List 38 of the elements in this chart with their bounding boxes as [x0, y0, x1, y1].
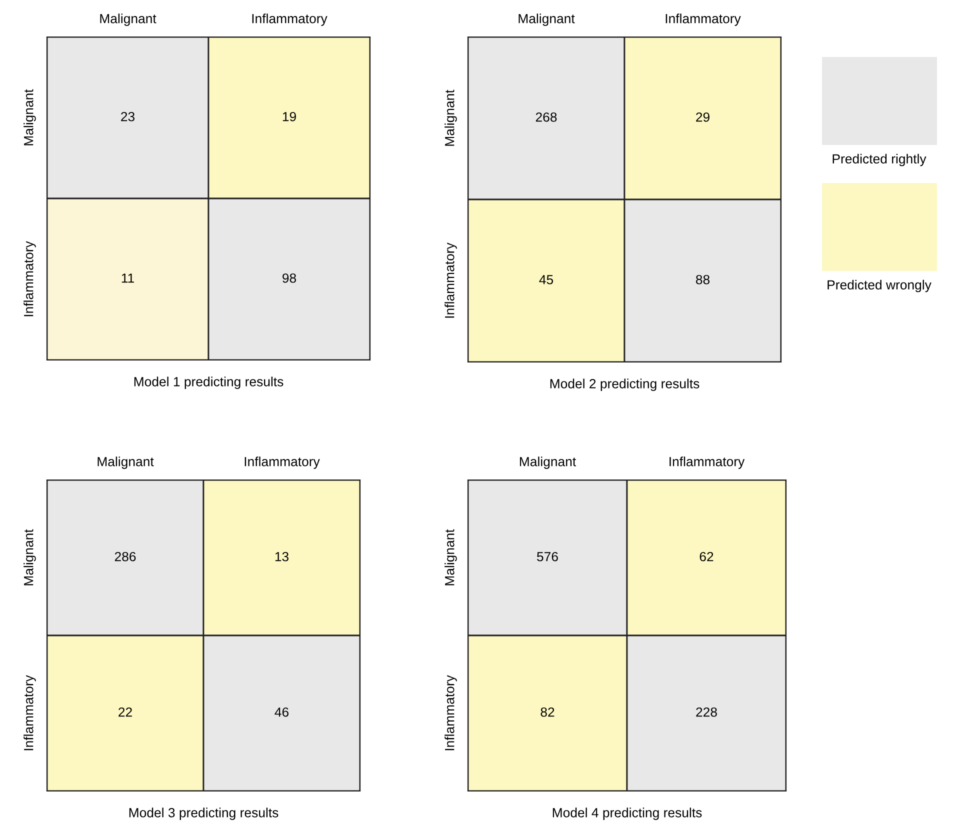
data-label: 22: [118, 707, 132, 717]
x-axis-title: Model 3 predicting results: [129, 808, 278, 820]
x-tick-label: Malignant: [100, 14, 156, 26]
data-label: 98: [282, 273, 296, 283]
x-axis-title: Model 4 predicting results: [552, 808, 702, 820]
data-label: 228: [696, 707, 717, 717]
data-label: 268: [536, 112, 557, 122]
data-label: 62: [700, 552, 714, 562]
x-tick-label: Inflammatory: [252, 14, 328, 26]
data-label: 82: [540, 707, 554, 717]
y-tick-label: Malignant: [24, 89, 36, 146]
x-tick-label: Inflammatory: [670, 456, 745, 469]
text: Predicted rightly: [832, 154, 926, 166]
y-tick-label: Malignant: [24, 529, 36, 586]
y-tick-label: Inflammatory: [444, 675, 457, 750]
x-tick-label: Malignant: [98, 456, 154, 469]
x-axis-title: Model 2 predicting results: [550, 378, 700, 391]
data-label: 88: [696, 274, 710, 284]
data-label: 11: [122, 274, 134, 283]
data-label: 286: [114, 552, 136, 562]
x-tick-label: Malignant: [518, 14, 575, 26]
y-tick-label: Inflammatory: [24, 675, 36, 750]
x-axis-title: Model 1 predicting results: [134, 376, 284, 389]
y-tick-label: Malignant: [444, 529, 457, 586]
x-tick-label: Inflammatory: [666, 14, 741, 26]
data-label: 45: [539, 275, 554, 284]
x-tick-label: Malignant: [520, 456, 576, 469]
data-label: 19: [282, 112, 296, 122]
x-tick-label: Inflammatory: [244, 456, 320, 469]
data-label: 29: [696, 112, 710, 122]
data-label: 576: [537, 552, 558, 562]
data-label: 23: [121, 112, 135, 122]
y-tick-label: Malignant: [444, 90, 457, 146]
data-label: 46: [274, 707, 289, 717]
text: Predicted wrongly: [828, 280, 932, 292]
y-tick-label: Inflammatory: [444, 242, 457, 318]
data-label: 13: [275, 552, 289, 562]
y-tick-label: Inflammatory: [24, 241, 36, 316]
